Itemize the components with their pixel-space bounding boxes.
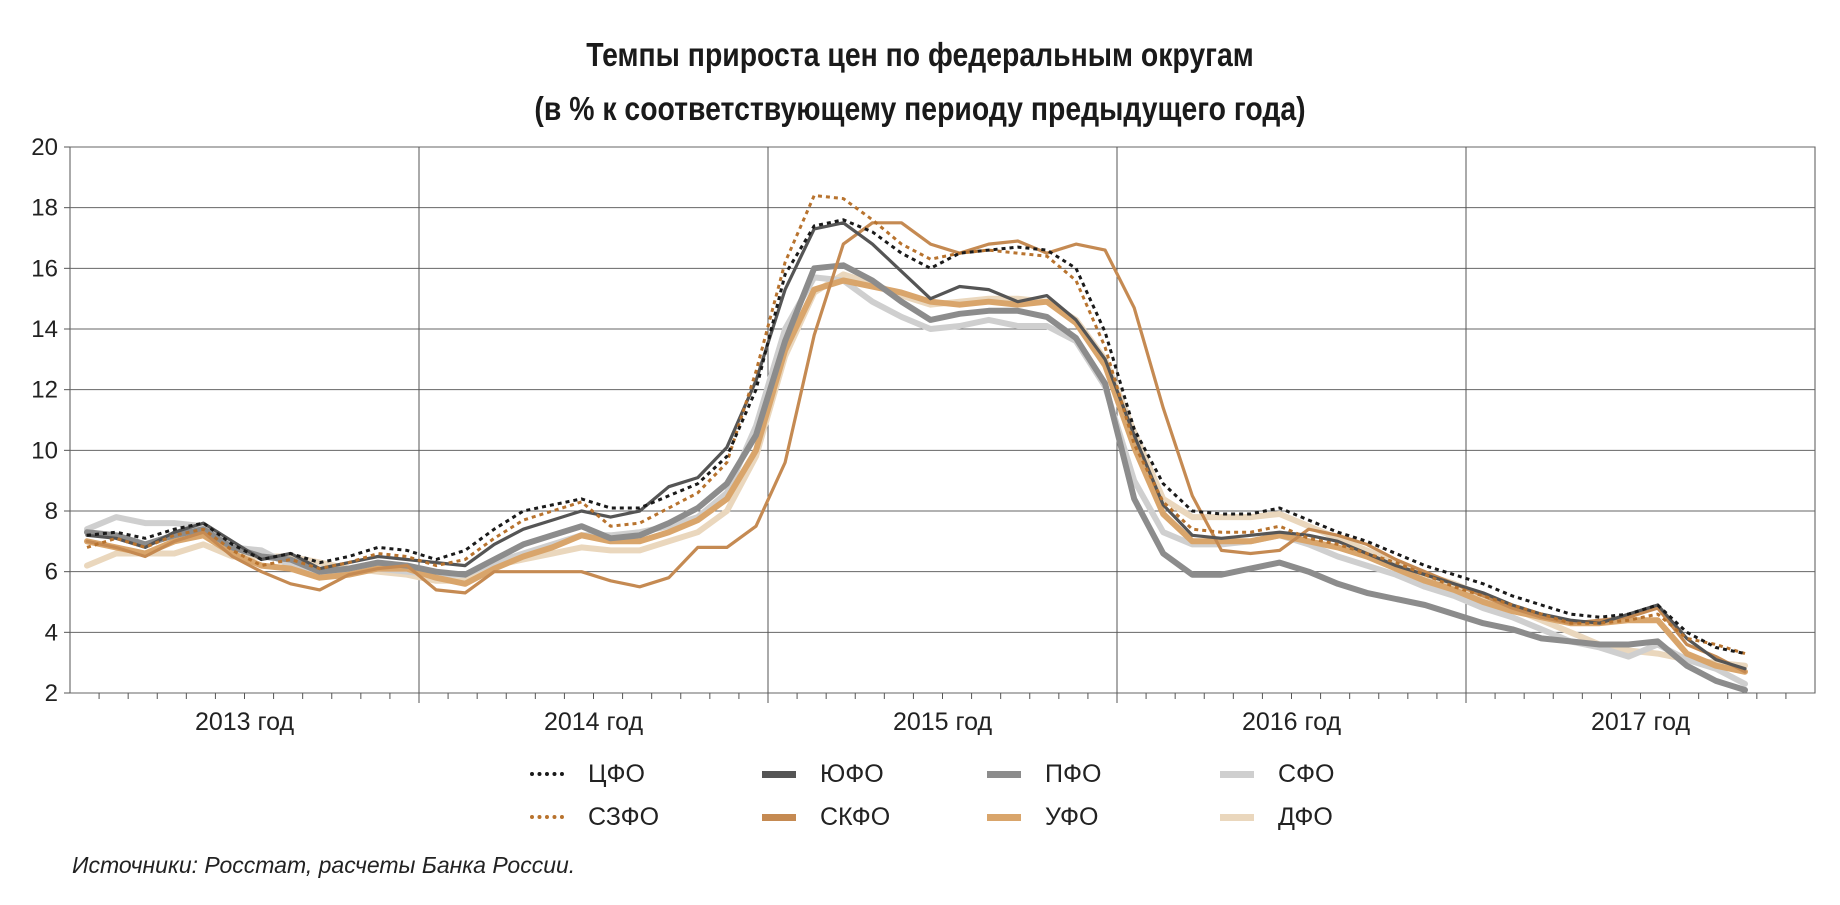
legend-item-pfo: ПФО [987,754,1101,794]
legend-item-ufo: УФО [987,797,1099,837]
legend-label-cfo: ЦФО [588,759,645,788]
x-tick-label-2013: 2013 год [195,708,294,736]
legend-swatch-szfo [530,815,564,819]
legend-swatch-yufo [762,770,796,778]
y-tick-label-14: 14 [31,316,58,343]
plot-frame [69,146,1816,694]
legend-swatch-pfo [987,770,1021,778]
y-tick-label-10: 10 [31,437,58,464]
y-tick-label-4: 4 [45,619,58,646]
series-line-3 [85,221,1747,671]
legend-item-skfo: СКФО [762,797,890,837]
y-tick-label-18: 18 [31,195,58,222]
series-line-2 [86,194,1746,656]
legend-item-sfo: СФО [1220,754,1335,794]
legend-item-cfo: ЦФО [530,754,645,794]
legend-label-szfo: СЗФО [588,802,660,831]
legend-item-szfo: СЗФО [530,797,659,837]
legend-swatch-dfo [1220,813,1254,821]
legend-swatch-sfo [1220,770,1254,778]
legend-swatch-cfo [530,772,564,776]
chart-title-line-1: Темпы прироста цен по федеральным округа… [586,36,1254,73]
legend-label-dfo: ДФО [1278,802,1333,831]
legend-item-dfo: ДФО [1220,797,1333,837]
y-tick-label-20: 20 [31,134,58,161]
legend: ЦФО СЗФО ЮФО СКФО ПФО УФО СФО ДФО [530,754,1350,844]
legend-label-ufo: УФО [1045,802,1099,831]
y-tick-label-16: 16 [31,255,58,282]
legend-label-skfo: СКФО [820,802,891,831]
x-tick-label-2016: 2016 год [1242,708,1341,736]
legend-swatch-skfo [762,813,796,821]
legend-label-pfo: ПФО [1045,759,1102,788]
y-tick-label-12: 12 [31,377,58,404]
y-tick-label-6: 6 [45,559,58,586]
x-tick-label-2015: 2015 год [893,708,992,736]
source-note: Источники: Росстат, расчеты Банка России… [72,852,576,878]
chart-title-line-2: (в % к соответствующему периоду предыдущ… [534,90,1306,127]
legend-label-sfo: СФО [1278,759,1335,788]
y-tick-label-8: 8 [45,498,58,525]
series-line-5 [84,262,1748,693]
x-tick-label-2014: 2014 год [544,708,643,736]
y-tick-label-2: 2 [45,680,58,707]
legend-item-yufo: ЮФО [762,754,884,794]
series-line-1 [86,218,1746,656]
legend-label-yufo: ЮФО [820,759,884,788]
legend-swatch-ufo [987,813,1021,821]
x-tick-label-2017: 2017 год [1591,708,1690,736]
chart-title: Темпы прироста цен по федеральным округа… [129,28,1711,136]
